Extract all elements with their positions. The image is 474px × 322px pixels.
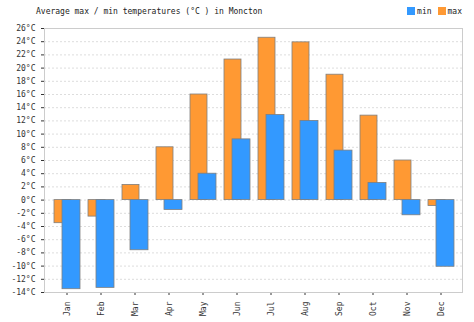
- svg-text:-12°C: -12°C: [11, 275, 35, 284]
- svg-text:10°C: 10°C: [16, 130, 35, 139]
- svg-text:Dec: Dec: [437, 301, 446, 316]
- svg-text:Jun: Jun: [233, 301, 242, 316]
- svg-text:-8°C: -8°C: [16, 248, 35, 257]
- svg-text:2°C: 2°C: [21, 182, 36, 191]
- svg-text:4°C: 4°C: [21, 169, 36, 178]
- svg-text:-2°C: -2°C: [16, 209, 35, 218]
- svg-text:22°C: 22°C: [16, 50, 35, 59]
- svg-text:0°C: 0°C: [21, 196, 36, 205]
- svg-text:24°C: 24°C: [16, 37, 35, 46]
- svg-text:-4°C: -4°C: [16, 222, 35, 231]
- svg-text:6°C: 6°C: [21, 156, 36, 165]
- svg-text:12°C: 12°C: [16, 116, 35, 125]
- svg-text:-6°C: -6°C: [16, 235, 35, 244]
- svg-text:14°C: 14°C: [16, 103, 35, 112]
- svg-text:-14°C: -14°C: [11, 288, 35, 297]
- svg-text:Jul: Jul: [267, 301, 276, 316]
- svg-text:Oct: Oct: [369, 301, 378, 316]
- html-text:Average max / min temperatures: Average max / min temperatures (°C ) in …: [36, 6, 263, 16]
- svg-text:18°C: 18°C: [16, 77, 35, 86]
- svg-text:8°C: 8°C: [21, 143, 36, 152]
- svg-text:16°C: 16°C: [16, 90, 35, 99]
- svg-text:Mar: Mar: [131, 301, 140, 316]
- svg-text:May: May: [199, 301, 208, 316]
- svg-text:26°C: 26°C: [16, 24, 35, 33]
- svg-text:Jan: Jan: [63, 301, 72, 316]
- svg-text:-10°C: -10°C: [11, 262, 35, 271]
- svg-text:Nov: Nov: [403, 301, 412, 316]
- html-text:max: max: [447, 6, 462, 16]
- svg-text:20°C: 20°C: [16, 64, 35, 73]
- svg-text:Sep: Sep: [335, 301, 344, 316]
- svg-text:Apr: Apr: [165, 301, 174, 316]
- svg-text:Feb: Feb: [97, 301, 106, 316]
- html-text:min: min: [417, 6, 432, 16]
- svg-text:Aug: Aug: [301, 301, 310, 316]
